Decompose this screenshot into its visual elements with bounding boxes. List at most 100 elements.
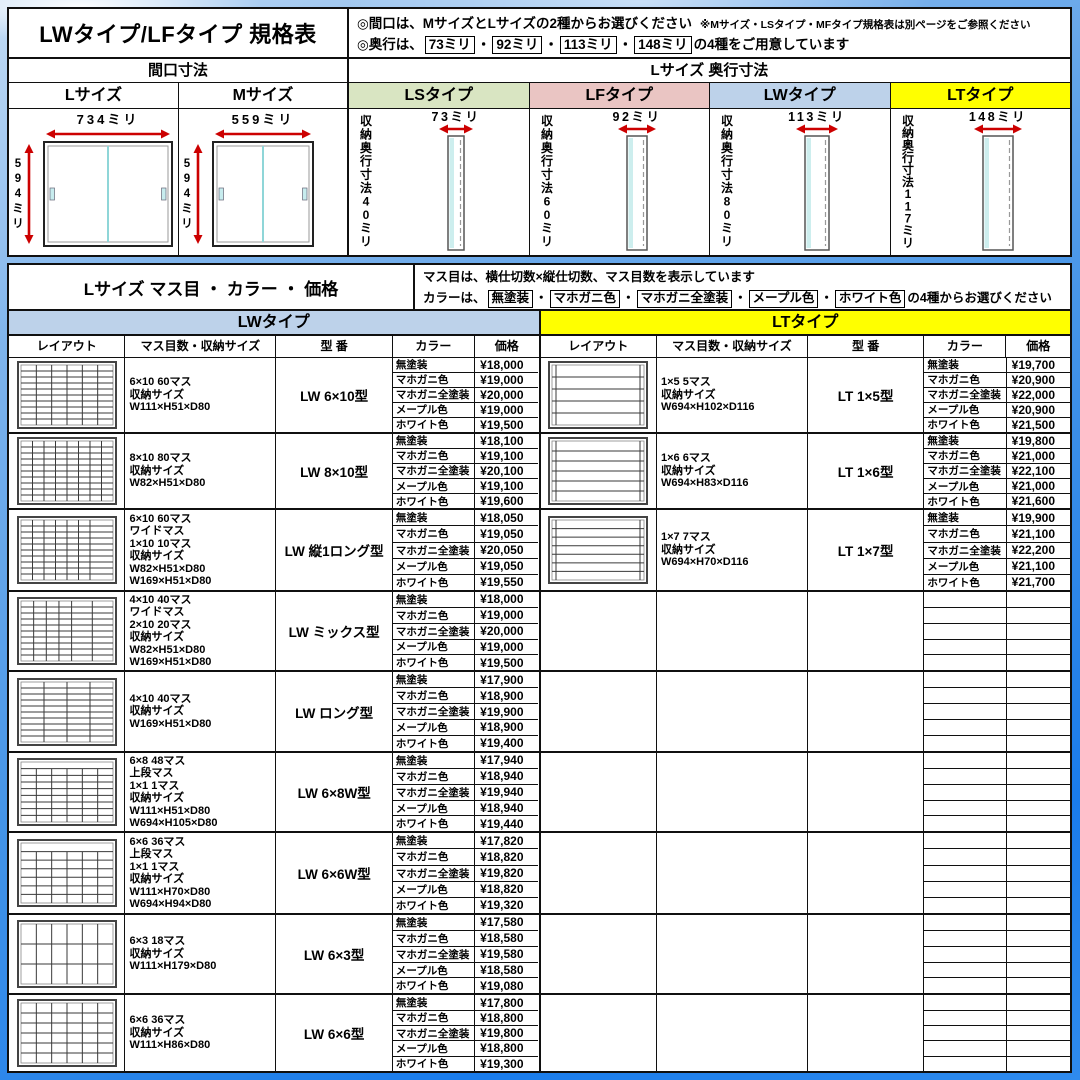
price-cell	[1007, 753, 1070, 768]
color-cell: ホワイト色	[393, 655, 476, 671]
svg-text:8: 8	[724, 194, 731, 208]
color-price-row	[924, 865, 1070, 882]
table-row-half	[541, 672, 1071, 751]
width-section-title: 間口寸法	[9, 59, 349, 82]
separator: ・	[622, 291, 635, 306]
color-cell: ホワイト色	[393, 897, 476, 913]
color-cell: マホガニ全塗装	[393, 623, 476, 639]
color-cell: メープル色	[393, 1041, 476, 1056]
price-cell: ¥20,000	[480, 387, 524, 402]
note-line-2-suffix: の4種をご用意しています	[693, 36, 850, 52]
svg-text:1: 1	[904, 199, 911, 213]
color-price-row	[924, 930, 1070, 947]
table-row: 8×10 80マス 収納サイズ W82×H51×D80 LW 8×10型 無塗装 ¥18,…	[9, 433, 1070, 511]
layout-cell	[9, 995, 126, 1071]
svg-text:73ミリ: 73ミリ	[432, 110, 481, 124]
color-cell: ホワイト色	[924, 494, 1007, 509]
price-cell: ¥22,000	[1011, 387, 1056, 402]
color-cell: マホガニ全塗装	[393, 463, 476, 479]
color-cell: ホワイト色	[393, 978, 476, 994]
depth-options: 73ミリ・ 92ミリ・ 113ミリ・ 148ミリ	[423, 35, 694, 55]
spec-cell: 1×6 6マス 収納サイズ W694×H83×D116	[657, 433, 808, 509]
color-option: ホワイト色	[834, 290, 906, 308]
svg-text:リ: リ	[721, 235, 733, 249]
color-cell: マホガニ色	[393, 930, 476, 946]
price-cell	[1007, 1041, 1070, 1055]
table-row-half: 6×10 60マス 収納サイズ W111×H51×D80 LW 6×10型 無塗装 ¥18…	[9, 358, 541, 432]
color-price-row: メープル色 ¥18,820	[392, 881, 539, 898]
color-price-row: 無塗装 ¥17,800	[392, 995, 539, 1011]
table-column-headers: レイアウト マス目数・収納サイズ型 番カラー 価格 レイアウト マス目数・収納サイズ型 …	[9, 336, 1070, 358]
color-price-row: ホワイト色 ¥19,440	[393, 816, 539, 832]
svg-text:113ミリ: 113ミリ	[788, 110, 846, 124]
color-cell: マホガニ色	[393, 768, 476, 784]
spec-line: 収納サイズ	[129, 631, 185, 644]
column-header: レイアウト	[9, 336, 126, 357]
svg-text:行: 行	[720, 153, 733, 168]
color-price-block: 無塗装 ¥19,900 マホガニ色 ¥21,100 マホガニ全塗装 ¥22,200 メープル…	[924, 510, 1070, 590]
price-cell: ¥17,940	[480, 753, 524, 768]
color-price-row: マホガニ色 ¥18,800	[392, 1010, 539, 1026]
color-price-block: 無塗装 ¥17,800 マホガニ色 ¥18,800 マホガニ全塗装 ¥19,800 メープル…	[392, 995, 539, 1071]
color-price-block: 無塗装 ¥18,000 マホガニ色 ¥19,000 マホガニ全塗装 ¥20,000 メープル…	[392, 591, 539, 671]
color-price-row: マホガニ全塗装 ¥19,800	[392, 1026, 539, 1042]
svg-text:行: 行	[359, 153, 372, 168]
layout-diagram	[16, 516, 117, 585]
color-price-row: ホワイト色 ¥19,600	[393, 494, 539, 509]
spec-line: W82×H51×D80	[129, 562, 206, 575]
price-cell: ¥19,100	[480, 479, 524, 494]
color-note-prefix: カラーは、	[423, 291, 486, 306]
color-price-row	[924, 688, 1070, 705]
color-cell: マホガニ色	[924, 372, 1007, 387]
color-cell: マホガニ全塗装	[393, 704, 476, 720]
table-type-header: LTタイプ	[540, 311, 1070, 334]
spec-line: 収納サイズ	[129, 873, 185, 886]
color-price-block: 無塗装 ¥19,800 マホガニ色 ¥21,000 マホガニ全塗装 ¥22,100 メープル…	[924, 433, 1070, 509]
separator: ・	[618, 36, 633, 52]
spec-cell	[657, 752, 808, 832]
spec-line: 収納サイズ	[129, 464, 185, 477]
price-cell: ¥17,900	[480, 672, 524, 687]
price-cell: ¥21,700	[1011, 575, 1056, 590]
price-notes: マス目は、横仕切数×縦仕切数、マス目数を表示しています カラーは、 無塗装・マホガ…	[415, 265, 1070, 309]
model-cell	[808, 995, 925, 1071]
depth-type-header: LSタイプ	[349, 83, 530, 108]
spec-line: W169×H51×D80	[129, 575, 212, 588]
cabinet-diagram: 734ミリ 5 9 4 ミリ	[12, 112, 173, 247]
color-price-row	[924, 752, 1070, 769]
price-cell	[1007, 995, 1070, 1009]
section-titles-row: 間口寸法 Lサイズ 奥行寸法	[9, 59, 1070, 83]
spec-cell: 8×10 80マス 収納サイズ W82×H51×D80	[125, 433, 277, 509]
price-cell	[1007, 1026, 1070, 1040]
color-price-row: マホガニ全塗装 ¥19,900	[392, 704, 539, 721]
model-cell	[808, 914, 925, 994]
color-price-row	[924, 849, 1070, 866]
price-cell: ¥19,000	[480, 639, 524, 654]
color-cell	[924, 800, 1007, 816]
layout-diagram	[548, 360, 649, 429]
svg-text:ミ: ミ	[541, 221, 553, 235]
color-price-row	[924, 1041, 1070, 1057]
svg-text:奥: 奥	[360, 140, 373, 155]
color-price-row: 無塗装 ¥17,820	[392, 833, 539, 850]
price-cell: ¥21,000	[1011, 479, 1056, 494]
spec-line: 収納サイズ	[129, 1026, 185, 1039]
layout-cell	[541, 672, 657, 751]
color-price-row: 無塗装 ¥18,050	[392, 510, 539, 527]
color-price-row: マホガニ色 ¥18,580	[392, 930, 539, 947]
separator: ・	[544, 36, 558, 52]
svg-text:ミ: ミ	[181, 202, 193, 215]
model-cell	[808, 591, 925, 671]
spec-line: W694×H102×D116	[660, 401, 755, 414]
color-price-row: マホガニ全塗装 ¥19,820	[392, 865, 539, 882]
spec-line: W111×H70×D80	[129, 885, 211, 898]
color-price-row: ホワイト色 ¥21,500	[924, 417, 1070, 432]
svg-text:寸: 寸	[902, 162, 914, 177]
depth-cell: 収納奥行寸法 8 0 ミリ 113ミリ	[710, 109, 891, 255]
layout-cell	[541, 914, 657, 994]
spec-line: 収納サイズ	[660, 543, 716, 556]
column-header-half: レイアウト マス目数・収納サイズ型 番カラー 価格	[541, 336, 1071, 357]
depth-cell: 収納奥行寸法 1 1 7 ミリ 148ミリ	[891, 109, 1071, 255]
price-cell: ¥18,940	[480, 801, 524, 815]
color-price-row: 無塗装 ¥17,940	[392, 752, 539, 769]
